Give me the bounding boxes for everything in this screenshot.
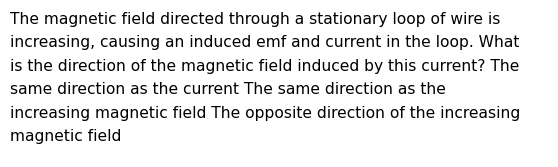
Text: The magnetic field directed through a stationary loop of wire is: The magnetic field directed through a st… [10,12,501,27]
Text: same direction as the current The same direction as the: same direction as the current The same d… [10,82,446,98]
Text: increasing, causing an induced emf and current in the loop. What: increasing, causing an induced emf and c… [10,36,519,50]
Text: increasing magnetic field The opposite direction of the increasing: increasing magnetic field The opposite d… [10,106,520,121]
Text: is the direction of the magnetic field induced by this current? The: is the direction of the magnetic field i… [10,59,519,74]
Text: magnetic field: magnetic field [10,129,122,144]
